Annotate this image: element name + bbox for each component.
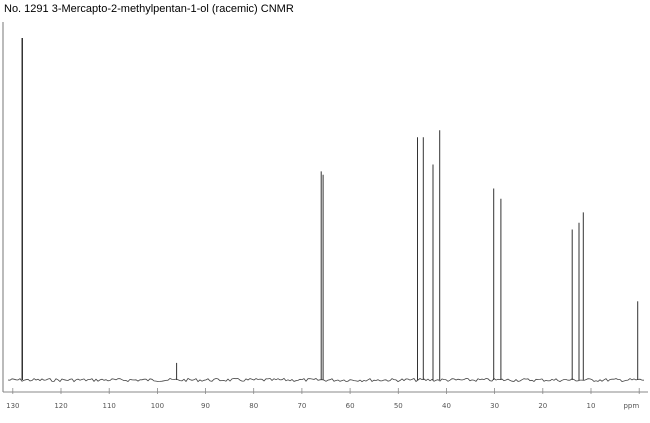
- x-tick-label-110: 110: [103, 402, 116, 410]
- x-tick-label-80: 80: [249, 402, 258, 410]
- x-tick-label-90: 90: [201, 402, 210, 410]
- chart-title: No. 1291 3-Mercapto-2-methylpentan-1-ol …: [4, 3, 294, 15]
- x-tick-label-20: 20: [538, 402, 547, 410]
- x-tick-label-40: 40: [442, 402, 451, 410]
- x-tick-label-0: ppm: [623, 402, 639, 410]
- x-tick-label-50: 50: [394, 402, 403, 410]
- x-tick-label-120: 120: [54, 402, 67, 410]
- x-tick-label-60: 60: [346, 402, 355, 410]
- x-tick-label-30: 30: [490, 402, 499, 410]
- spectrum-baseline: [7, 377, 645, 383]
- x-tick-label-10: 10: [587, 402, 596, 410]
- x-tick-label-100: 100: [151, 402, 164, 410]
- x-tick-label-70: 70: [297, 402, 306, 410]
- x-tick-label-130: 130: [6, 402, 19, 410]
- plot-frame: [2, 22, 648, 393]
